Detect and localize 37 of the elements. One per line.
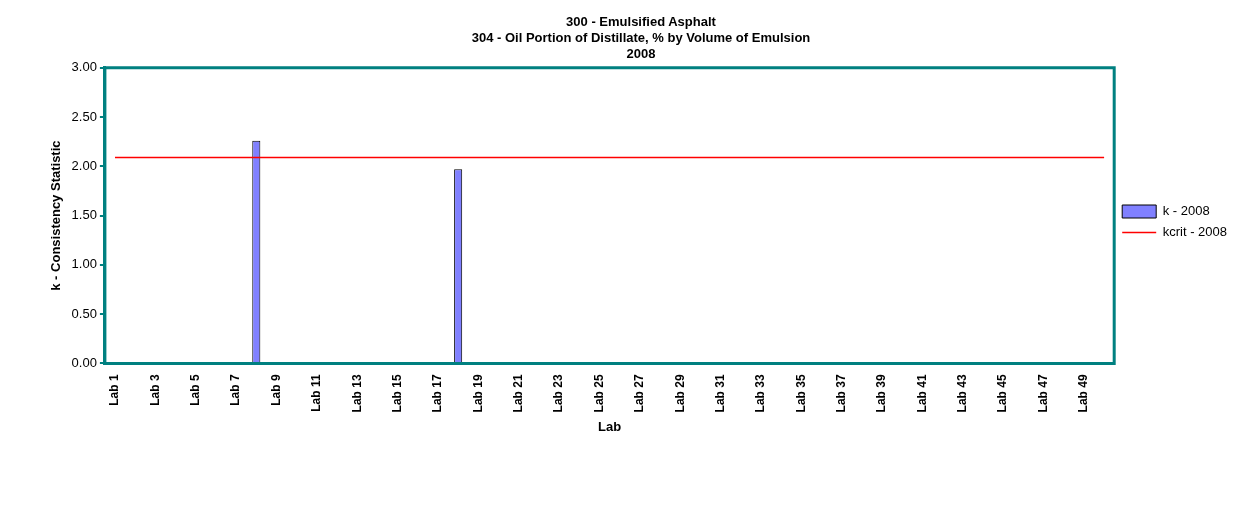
x-tick-label: Lab 21 xyxy=(511,374,526,413)
y-tick-label: 3.00 xyxy=(71,59,97,75)
x-tick-label: Lab 17 xyxy=(430,374,445,413)
y-axis-title: k - Consistency Statistic xyxy=(48,140,64,291)
x-tick-label: Lab 29 xyxy=(672,374,687,413)
x-tick-label: Lab 25 xyxy=(591,374,606,413)
x-tick-label: Lab 35 xyxy=(793,374,808,413)
x-tick-label: Lab 41 xyxy=(914,374,929,413)
chart-title: 300 - Emulsified Asphalt 304 - Oil Portion of Distillate, % by Volume of Emulsion 2008 xyxy=(471,14,811,61)
x-tick-label: Lab 19 xyxy=(470,374,485,413)
x-tick-label: Lab 15 xyxy=(389,374,404,413)
x-tick-label: Lab 47 xyxy=(1035,374,1050,413)
x-tick-label: Lab 13 xyxy=(349,374,364,413)
y-tick-label: 0.50 xyxy=(71,305,97,321)
x-tick-label: Lab 11 xyxy=(309,374,324,412)
legend-label: k - 2008 xyxy=(1162,203,1210,219)
legend-label: kcrit - 2008 xyxy=(1162,224,1228,240)
x-tick-label: Lab 31 xyxy=(712,374,727,413)
y-tick-label: 1.50 xyxy=(71,207,97,223)
x-tick-label: Lab 45 xyxy=(995,374,1010,413)
x-axis-title: Lab xyxy=(597,418,622,434)
x-tick-label: Lab 3 xyxy=(147,374,162,406)
y-tick-label: 0.00 xyxy=(71,354,97,370)
x-tick-label: Lab 5 xyxy=(188,374,203,406)
y-tick-label: 2.50 xyxy=(71,108,97,124)
x-tick-label: Lab 9 xyxy=(268,374,283,406)
x-tick-label: Lab 23 xyxy=(551,374,566,413)
y-tick-label: 2.00 xyxy=(71,157,97,173)
y-tick-label: 1.00 xyxy=(71,256,97,272)
x-tick-label: Lab 43 xyxy=(955,374,970,413)
x-tick-label: Lab 33 xyxy=(753,374,768,413)
x-tick-label: Lab 39 xyxy=(874,374,889,413)
x-tick-label: Lab 27 xyxy=(632,374,647,413)
x-tick-label: Lab 7 xyxy=(228,374,243,406)
x-tick-label: Lab 37 xyxy=(834,374,848,413)
x-tick-label: Lab 49 xyxy=(1076,374,1091,413)
x-tick-label: Lab 1 xyxy=(107,374,122,406)
